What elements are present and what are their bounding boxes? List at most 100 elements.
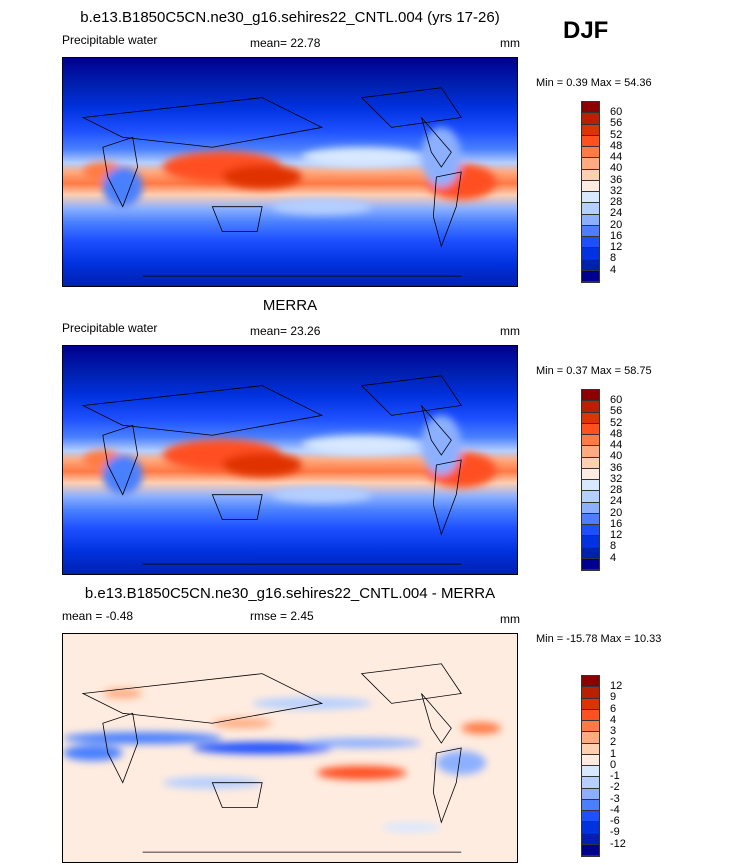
colorbar-swatch: [582, 766, 599, 778]
colorbar-swatch: [582, 799, 599, 811]
colorbar-swatch: [582, 732, 599, 744]
map-panel: [62, 633, 518, 863]
colorbar-tick-label: 32: [610, 472, 623, 485]
colorbar-swatch: [582, 113, 599, 125]
colorbar: [581, 675, 600, 857]
colorbar-tick-label: 28: [610, 484, 623, 496]
field-contour: [102, 167, 143, 207]
colorbar-swatch: [582, 788, 599, 800]
colorbar-tick-label: 60: [610, 106, 623, 118]
map-field: [63, 58, 517, 286]
colorbar-swatch: [582, 259, 599, 271]
mean-readout: mean = -0.48: [62, 609, 133, 623]
colorbar-tick-label: 0: [610, 758, 617, 771]
variable-label: Precipitable water: [62, 321, 158, 335]
season-label: DJF: [563, 17, 609, 44]
max-value: 58.75: [624, 365, 652, 377]
mean-readout: mean= 23.26: [250, 324, 320, 338]
colorbar-swatch: [582, 446, 599, 458]
field-contour: [272, 198, 372, 215]
panel-title: MERRA: [262, 297, 318, 314]
max-value: 10.33: [633, 633, 662, 645]
colorbar-swatch: [582, 203, 599, 215]
mean-label: mean=: [250, 324, 288, 338]
colorbar-tick-label: 48: [610, 139, 623, 152]
colorbar-swatch: [582, 525, 599, 537]
max-label: Max =: [590, 77, 622, 89]
min-label: Min =: [536, 365, 564, 377]
min-max-readout: Min = -15.78 Max = 10.33: [536, 633, 661, 645]
colorbar-tick-label: 2: [610, 736, 617, 749]
coastline: [102, 136, 139, 208]
colorbar-tick-label: 16: [610, 517, 623, 530]
coastline: [211, 206, 263, 232]
colorbar-swatch: [582, 558, 599, 570]
colorbar-tick-label: 24: [610, 207, 623, 220]
colorbar-tick-label: 56: [610, 405, 623, 418]
colorbar-swatch: [582, 423, 599, 435]
coastline: [360, 375, 462, 416]
field-contour: [272, 486, 372, 503]
colorbar-tick-label: 44: [610, 151, 623, 163]
colorbar-swatch: [582, 491, 599, 503]
colorbar-tick-label: 48: [610, 427, 623, 440]
map-panel: [62, 57, 518, 287]
units-label: mm: [500, 612, 520, 626]
field-contour: [222, 165, 302, 189]
coastline: [211, 494, 263, 520]
colorbar-swatch: [582, 822, 599, 834]
colorbar-tick-label: -9: [610, 826, 620, 839]
field-contour: [301, 435, 422, 456]
panel-title: b.e13.B1850C5CN.ne30_g16.sehires22_CNTL.…: [80, 9, 500, 26]
field-contour: [252, 697, 372, 710]
coastline: [360, 87, 462, 128]
max-label: Max =: [600, 633, 631, 645]
colorbar-swatch: [582, 811, 599, 823]
field-contour: [461, 722, 502, 735]
max-value: 54.36: [624, 77, 652, 89]
units-label: mm: [500, 324, 520, 338]
units-label: mm: [500, 36, 520, 50]
min-label: Min =: [536, 633, 564, 645]
variable-label: Precipitable water: [62, 33, 158, 47]
colorbar-swatch: [582, 102, 599, 114]
colorbar-swatch: [582, 237, 599, 249]
colorbar-swatch: [582, 502, 599, 514]
field-contour: [192, 742, 332, 754]
coastline: [81, 97, 324, 148]
coastline: [432, 171, 462, 248]
colorbar-swatch: [582, 844, 599, 856]
colorbar-swatch: [582, 754, 599, 766]
colorbar-tick-label: 36: [610, 173, 623, 186]
colorbar-tick-label: 20: [610, 506, 623, 519]
colorbar-tick-label: 12: [610, 680, 623, 692]
colorbar-tick-label: 4: [610, 263, 617, 276]
field-contour: [421, 127, 462, 187]
colorbar: [581, 389, 600, 571]
colorbar-tick-label: 40: [610, 450, 623, 463]
coastline: [421, 693, 452, 744]
min-max-readout: Min = 0.39 Max = 54.36: [536, 77, 652, 89]
colorbar-tick-label: 44: [610, 439, 623, 451]
colorbar-swatch: [582, 536, 599, 548]
colorbar-tick-label: 8: [610, 252, 617, 265]
rmse-label: rmse =: [250, 609, 288, 623]
coastline: [421, 405, 452, 456]
rmse-value: 2.45: [290, 609, 314, 623]
colorbar-tick-label: 52: [610, 416, 623, 429]
coastline: [360, 663, 462, 704]
mean-label: mean=: [250, 36, 288, 50]
colorbar-tick-label: 36: [610, 461, 623, 474]
colorbar-tick-label: 20: [610, 218, 623, 231]
colorbar-tick-label: 32: [610, 184, 623, 197]
colorbar-swatch: [582, 135, 599, 147]
coastline: [432, 747, 462, 824]
rmse-readout: rmse = 2.45: [250, 609, 314, 623]
colorbar-swatch: [582, 480, 599, 492]
coastline: [432, 459, 462, 536]
colorbar-tick-label: -6: [610, 815, 620, 827]
colorbar-tick-label: 6: [610, 702, 617, 715]
colorbar-swatch: [582, 248, 599, 260]
field-contour: [212, 718, 273, 729]
